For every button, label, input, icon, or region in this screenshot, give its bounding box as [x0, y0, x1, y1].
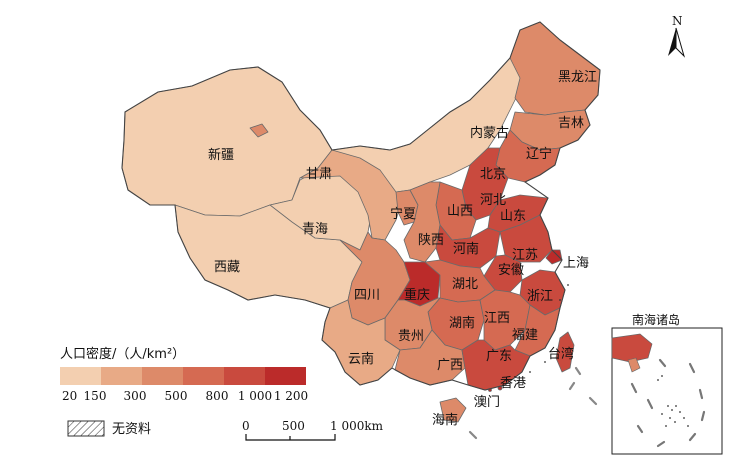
scale-bar-line [245, 434, 336, 441]
label-ningxia: 宁夏 [390, 206, 416, 222]
sea-boundary-dashes [468, 366, 598, 440]
scale-label-500: 500 [282, 419, 305, 433]
legend-swatch-3 [142, 367, 183, 385]
legend-swatch-5 [224, 367, 265, 385]
label-hebei: 河北 [480, 193, 506, 208]
label-tibet: 西藏 [214, 260, 240, 275]
label-gansu: 甘肃 [306, 167, 332, 182]
label-liaoning: 辽宁 [526, 146, 552, 162]
north-arrow: N [668, 14, 686, 58]
legend-break-label: 1 000 [238, 389, 272, 403]
label-sichuan: 四川 [354, 288, 380, 303]
province-taiwan [555, 331, 575, 373]
no-data-label: 无资料 [112, 422, 151, 437]
label-hunan: 湖南 [449, 315, 475, 331]
inset-title: 南海诸岛 [632, 312, 680, 327]
legend-break-label: 800 [206, 389, 229, 403]
no-data-swatch [67, 420, 105, 437]
legend-break-label: 20 [62, 389, 77, 403]
label-shanxi: 山西 [447, 204, 473, 219]
label-macau: 澳门 [474, 394, 500, 410]
province-shaanxi [403, 181, 441, 263]
label-qinghai: 青海 [302, 222, 328, 237]
label-jilin: 吉林 [558, 116, 584, 131]
legend-swatch-1 [60, 367, 101, 385]
provinces-layer [121, 21, 601, 423]
label-anhui: 安徽 [498, 263, 524, 278]
label-jiangxi: 江西 [484, 311, 510, 326]
label-chongqing: 重庆 [404, 287, 430, 303]
label-hubei: 湖北 [452, 277, 478, 292]
label-shandong: 山东 [500, 209, 526, 224]
scale-bar: 0 500 1 000km [242, 419, 384, 441]
label-inner-mongolia: 内蒙古 [470, 125, 509, 141]
legend-break-label: 300 [124, 389, 147, 403]
label-guangdong: 广东 [486, 349, 512, 364]
label-zhejiang: 浙江 [527, 289, 553, 304]
label-beijing: 北京 [480, 167, 506, 182]
province-hainan [439, 397, 467, 423]
inset-land [611, 333, 653, 363]
north-arrow-label: N [672, 14, 683, 28]
label-hongkong: 香港 [500, 376, 526, 391]
label-taiwan: 台湾 [548, 346, 574, 362]
urumqi-hotspot [249, 123, 269, 138]
national-boundary [121, 21, 601, 391]
legend: 人口密度/（人/km²） 20 150 300 500 800 1 000 1 200 无资… [60, 346, 308, 437]
legend-ticks: 20 150 300 500 800 1 000 1 200 [62, 389, 308, 403]
scale-label-0: 0 [242, 419, 250, 433]
label-henan: 河南 [453, 241, 479, 257]
coastal-islands [474, 284, 569, 403]
label-yunnan: 云南 [348, 351, 374, 367]
label-guizhou: 贵州 [398, 329, 424, 344]
region-labels: 新疆 西藏 青海 甘肃 内蒙古 黑龙江 吉林 辽宁 北京 河北 山西 山东 宁夏… [208, 70, 597, 428]
label-shaanxi: 陕西 [418, 233, 444, 248]
legend-title: 人口密度/（人/km²） [60, 346, 185, 362]
north-arrow-icon [668, 28, 676, 56]
label-jiangsu: 江苏 [512, 247, 538, 263]
legend-swatch-4 [183, 367, 224, 385]
legend-break-label: 500 [165, 389, 188, 403]
legend-swatches [60, 367, 306, 385]
legend-break-label: 150 [84, 389, 107, 403]
label-guangxi: 广西 [437, 358, 463, 373]
label-hainan: 海南 [432, 412, 458, 428]
label-heilongjiang: 黑龙江 [558, 70, 597, 85]
south-china-sea-inset: 南海诸岛 [611, 312, 723, 455]
province-shanghai [545, 249, 563, 265]
legend-swatch-6 [265, 367, 306, 385]
legend-break-label: 1 200 [274, 389, 308, 403]
legend-swatch-2 [101, 367, 142, 385]
label-fujian: 福建 [512, 328, 538, 343]
scale-label-1000: 1 000km [330, 419, 384, 433]
label-shanghai: 上海 [563, 256, 589, 271]
label-xinjiang: 新疆 [208, 147, 234, 163]
